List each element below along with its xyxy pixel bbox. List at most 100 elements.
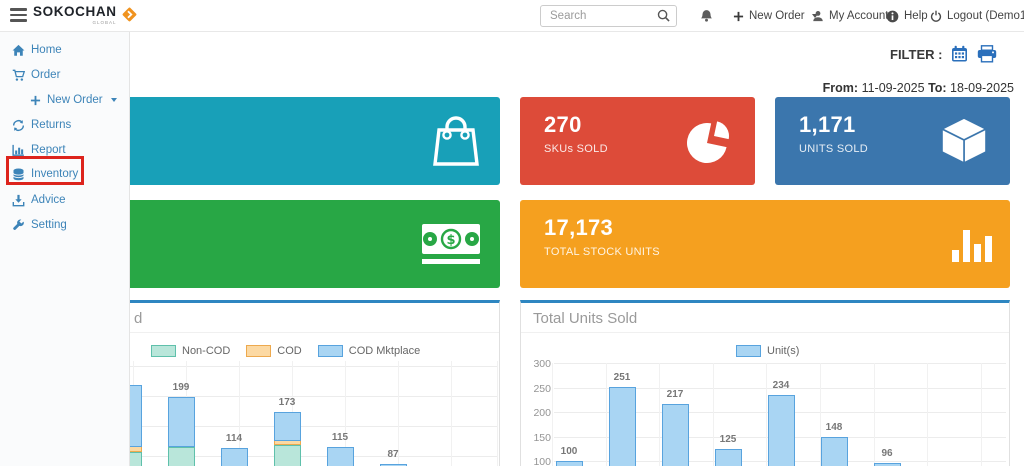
from-label: From:	[822, 81, 862, 95]
logout-menu[interactable]: Logout (Demo111)	[930, 0, 1024, 32]
bar	[820, 437, 848, 466]
bar	[661, 403, 689, 466]
bar-segment-codmktplace	[273, 412, 301, 441]
stat-value: 1,171	[799, 112, 856, 137]
help-label: Help	[904, 10, 928, 22]
stat-card-units-sold[interactable]: 1,171 UNITS SOLD	[775, 97, 1010, 185]
database-icon	[13, 168, 24, 180]
gridline	[398, 361, 399, 466]
legend-item[interactable]: COD Mktplace	[317, 345, 421, 357]
sidebar-item-advice[interactable]: Advice	[12, 190, 66, 210]
bar-segment-codmktplace	[326, 447, 354, 466]
y-axis-tick: 150	[533, 431, 551, 444]
gridline	[659, 363, 661, 466]
from-value: 11-09-2025	[861, 81, 929, 95]
sidebar-item-report[interactable]: Report	[12, 140, 66, 160]
sidebar-item-returns[interactable]: Returns	[12, 115, 71, 135]
stacked-bar	[167, 396, 195, 466]
units-sold-chart-panel: Total Units Sold Unit(s) 300 250 200 150 100…	[520, 300, 1010, 466]
y-axis-tick: 100	[533, 456, 551, 466]
legend-swatch-units	[736, 345, 761, 357]
chevron-down-icon	[811, 14, 818, 18]
bar-value-label: 125	[719, 433, 737, 445]
filter-bar: FILTER : From: 11-09-2025 To: 18-09-2025	[0, 45, 1024, 95]
bar	[767, 395, 795, 466]
legend-item[interactable]: Unit(s)	[736, 345, 799, 357]
legend-label: Non-COD	[182, 345, 231, 357]
stat-card-total-stock[interactable]: 17,173 TOTAL STOCK UNITS	[520, 200, 1010, 288]
wrench-icon	[13, 218, 24, 230]
bar-segment-codmktplace	[167, 396, 195, 447]
bar-segment-noncod	[167, 446, 195, 466]
gridline	[766, 363, 768, 466]
notifications-bell[interactable]	[700, 0, 713, 32]
legend-item[interactable]: COD	[246, 345, 302, 357]
gridline	[11, 426, 497, 427]
brand-name: SOKOCHAN	[33, 4, 117, 19]
panel-header: Total Units Sold	[521, 303, 1009, 333]
sidebar-item-inventory[interactable]: Inventory	[12, 164, 78, 184]
stat-value: 270	[544, 112, 582, 137]
bar-value-label: 173	[278, 397, 296, 409]
my-account-menu[interactable]: My Account	[812, 0, 888, 32]
y-axis-tick: 250	[533, 382, 551, 395]
download-icon	[12, 194, 25, 206]
power-icon	[930, 10, 942, 22]
sidebar-item-home[interactable]: Home	[12, 40, 62, 60]
gridline	[11, 366, 497, 367]
panel-title: Total Units Sold	[533, 310, 638, 327]
bar	[555, 461, 583, 466]
legend-item[interactable]: Non-COD	[151, 345, 230, 357]
search-input[interactable]	[540, 5, 677, 27]
bar-value-label: 217	[666, 388, 684, 400]
bar-value-label: 114	[225, 432, 243, 444]
sidebar-item-setting[interactable]: Setting	[12, 215, 67, 235]
to-value: 18-09-2025	[950, 81, 1014, 95]
legend-label: COD Mktplace	[348, 345, 421, 357]
shopping-bag-icon	[433, 116, 479, 166]
cart-icon	[12, 69, 25, 81]
gridline	[927, 363, 929, 466]
bar-value-label: 199	[172, 381, 190, 393]
legend-label: Unit(s)	[767, 345, 800, 357]
user-icon	[813, 11, 823, 22]
legend-label: COD	[277, 345, 302, 357]
gridline	[11, 456, 497, 457]
gridline	[554, 363, 1006, 364]
brand-diamond-icon	[122, 7, 136, 22]
plus-icon	[30, 95, 41, 105]
gridline	[712, 363, 714, 466]
brand-logo[interactable]: SOKOCHAN GLOBAL	[33, 4, 138, 25]
stat-label: UNITS SOLD	[799, 143, 869, 155]
chevron-down-icon	[110, 98, 117, 102]
search-icon[interactable]	[657, 9, 670, 22]
gridline	[11, 396, 497, 397]
panel-header: d	[11, 303, 499, 333]
filter-label: FILTER :	[890, 47, 943, 62]
help-menu[interactable]: Help	[886, 0, 928, 32]
sidebar-item-order[interactable]: Order	[12, 65, 60, 85]
date-range: From: 11-09-2025 To: 18-09-2025	[823, 81, 1014, 95]
sidebar-nav: Home Order New Order Returns Report	[0, 32, 130, 466]
stats-bars-icon	[952, 230, 992, 262]
y-axis-tick: 300	[533, 358, 551, 370]
sidebar-item-label: Returns	[31, 119, 72, 131]
sidebar-item-label: Setting	[31, 219, 67, 231]
plus-icon	[733, 11, 744, 21]
bar-segment-cod	[273, 440, 301, 446]
calendar-icon[interactable]	[951, 45, 968, 63]
sidebar-item-label: Home	[31, 44, 62, 56]
new-order-menu[interactable]: New Order	[733, 0, 818, 32]
y-axis-tick: 200	[533, 407, 551, 419]
sidebar-item-label: Report	[31, 144, 66, 156]
stat-card-skus-sold[interactable]: 270 SKUs SOLD	[520, 97, 755, 185]
print-icon[interactable]	[977, 45, 997, 63]
legend-swatch-noncod	[151, 345, 176, 357]
bar-value-label: 234	[772, 380, 790, 392]
sidebar-item-new-order[interactable]: New Order	[30, 90, 117, 110]
top-navbar: SOKOCHAN GLOBAL New Order My A	[0, 0, 1024, 32]
logout-label: Logout (Demo111)	[947, 10, 1024, 22]
menu-toggle-icon[interactable]	[10, 8, 27, 23]
sidebar-item-label: Order	[31, 69, 61, 81]
gridline	[554, 387, 1006, 389]
